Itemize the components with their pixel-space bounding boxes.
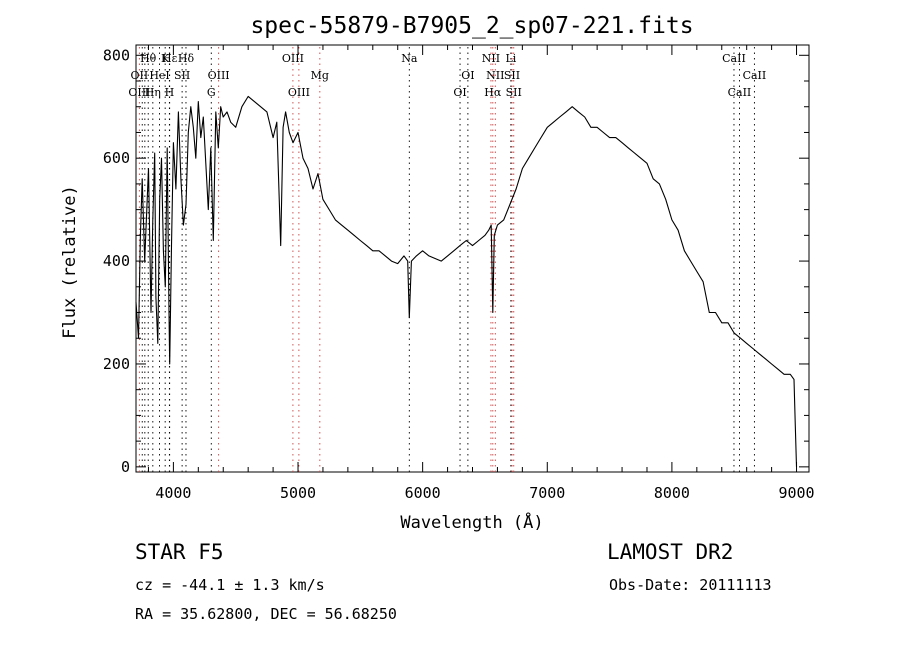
spectrum-line-0 [135,95,798,467]
spectral-line-label: Hδ [178,52,195,65]
x-tick-label: 7000 [529,484,565,502]
x-tick-label: 4000 [155,484,191,502]
spectral-line-label: CaII [728,86,752,99]
survey-label: LAMOST DR2 [607,540,734,564]
spectral-line-label: OI [461,69,474,82]
spectral-line-label: CaII [722,52,746,65]
spectral-line-label: K [161,52,170,65]
x-tick-label: 6000 [405,484,441,502]
x-tick-label: 9000 [778,484,814,502]
spectral-line-label: OIII [128,86,150,99]
plot-frame [135,44,810,473]
spectral-line-label: OIII [208,69,230,82]
spectral-line-label: Mg [311,69,329,82]
coordinates-text: RA = 35.62800, DEC = 56.68250 [135,605,397,623]
spectral-line-label: OIII [282,52,304,65]
x-tick-label: 5000 [280,484,316,502]
y-tick-label: 800 [103,46,130,64]
y-tick-label: 400 [103,252,130,270]
chart-title: spec-55879-B7905_2_sp07-221.fits [250,13,693,39]
redshift-text: cz = -44.1 ± 1.3 km/s [135,576,325,594]
spectral-line-label: G [207,86,216,99]
spectral-line-label: Li [505,52,516,65]
spectral-line-label: CaII [743,69,767,82]
object-class: STAR F5 [135,540,224,564]
spectral-line-label: H [165,86,175,99]
spectral-line-label: Hα [484,86,502,99]
y-tick-label: 600 [103,149,130,167]
spectral-line-label: SII [174,69,190,82]
spectral-line-label: OIII [288,86,310,99]
observation-date: Obs-Date: 20111113 [609,576,772,594]
spectral-line-label: Hη [145,86,161,99]
spectral-line-label: Hθ [140,52,157,65]
spectral-line-label: Na [401,52,418,65]
y-axis-label: Flux (relative) [60,185,80,339]
spectral-line-label: NII [486,69,504,82]
spectral-line-label: Hε [162,52,178,65]
x-tick-label: 8000 [654,484,690,502]
spectral-line-label: OII [131,69,149,82]
spectral-line-label: OI [453,86,466,99]
spectral-line-label: SII [504,69,520,82]
y-tick-label: 200 [103,355,130,373]
spectral-line-label: NII [482,52,500,65]
y-tick-label: 0 [121,458,130,476]
x-axis-label: Wavelength (Å) [400,511,543,533]
spectral-line-label: SII [506,86,522,99]
spectral-line-label: HeI [149,69,169,82]
